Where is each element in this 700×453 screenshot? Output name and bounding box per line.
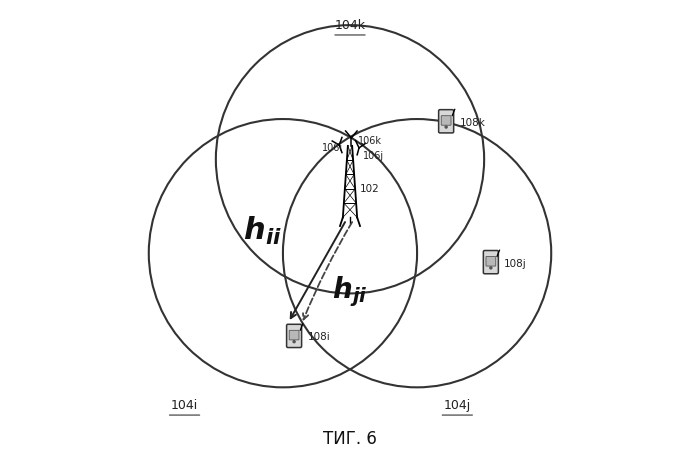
Text: 108j: 108j (504, 259, 527, 269)
Text: ΤИГ. 6: ΤИГ. 6 (323, 430, 377, 448)
Text: 106k: 106k (358, 135, 382, 145)
Text: 108i: 108i (307, 333, 330, 342)
Circle shape (445, 126, 447, 128)
Text: 108k: 108k (460, 118, 485, 128)
FancyBboxPatch shape (439, 110, 454, 133)
Text: 106j: 106j (363, 151, 384, 161)
Circle shape (293, 341, 295, 343)
FancyBboxPatch shape (483, 251, 498, 274)
FancyBboxPatch shape (486, 256, 496, 266)
Text: $\bfit{h}_{ji}$: $\bfit{h}_{ji}$ (332, 274, 368, 308)
Circle shape (490, 267, 492, 269)
Text: 106i: 106i (322, 143, 344, 153)
Text: 104k: 104k (335, 19, 365, 32)
FancyBboxPatch shape (441, 116, 451, 125)
Text: 102: 102 (360, 184, 379, 194)
FancyBboxPatch shape (286, 324, 302, 347)
Text: 104j: 104j (444, 399, 471, 412)
Text: 104i: 104i (171, 399, 198, 412)
FancyBboxPatch shape (289, 330, 299, 340)
Text: $\bfit{h}_{ii}$: $\bfit{h}_{ii}$ (243, 215, 281, 247)
